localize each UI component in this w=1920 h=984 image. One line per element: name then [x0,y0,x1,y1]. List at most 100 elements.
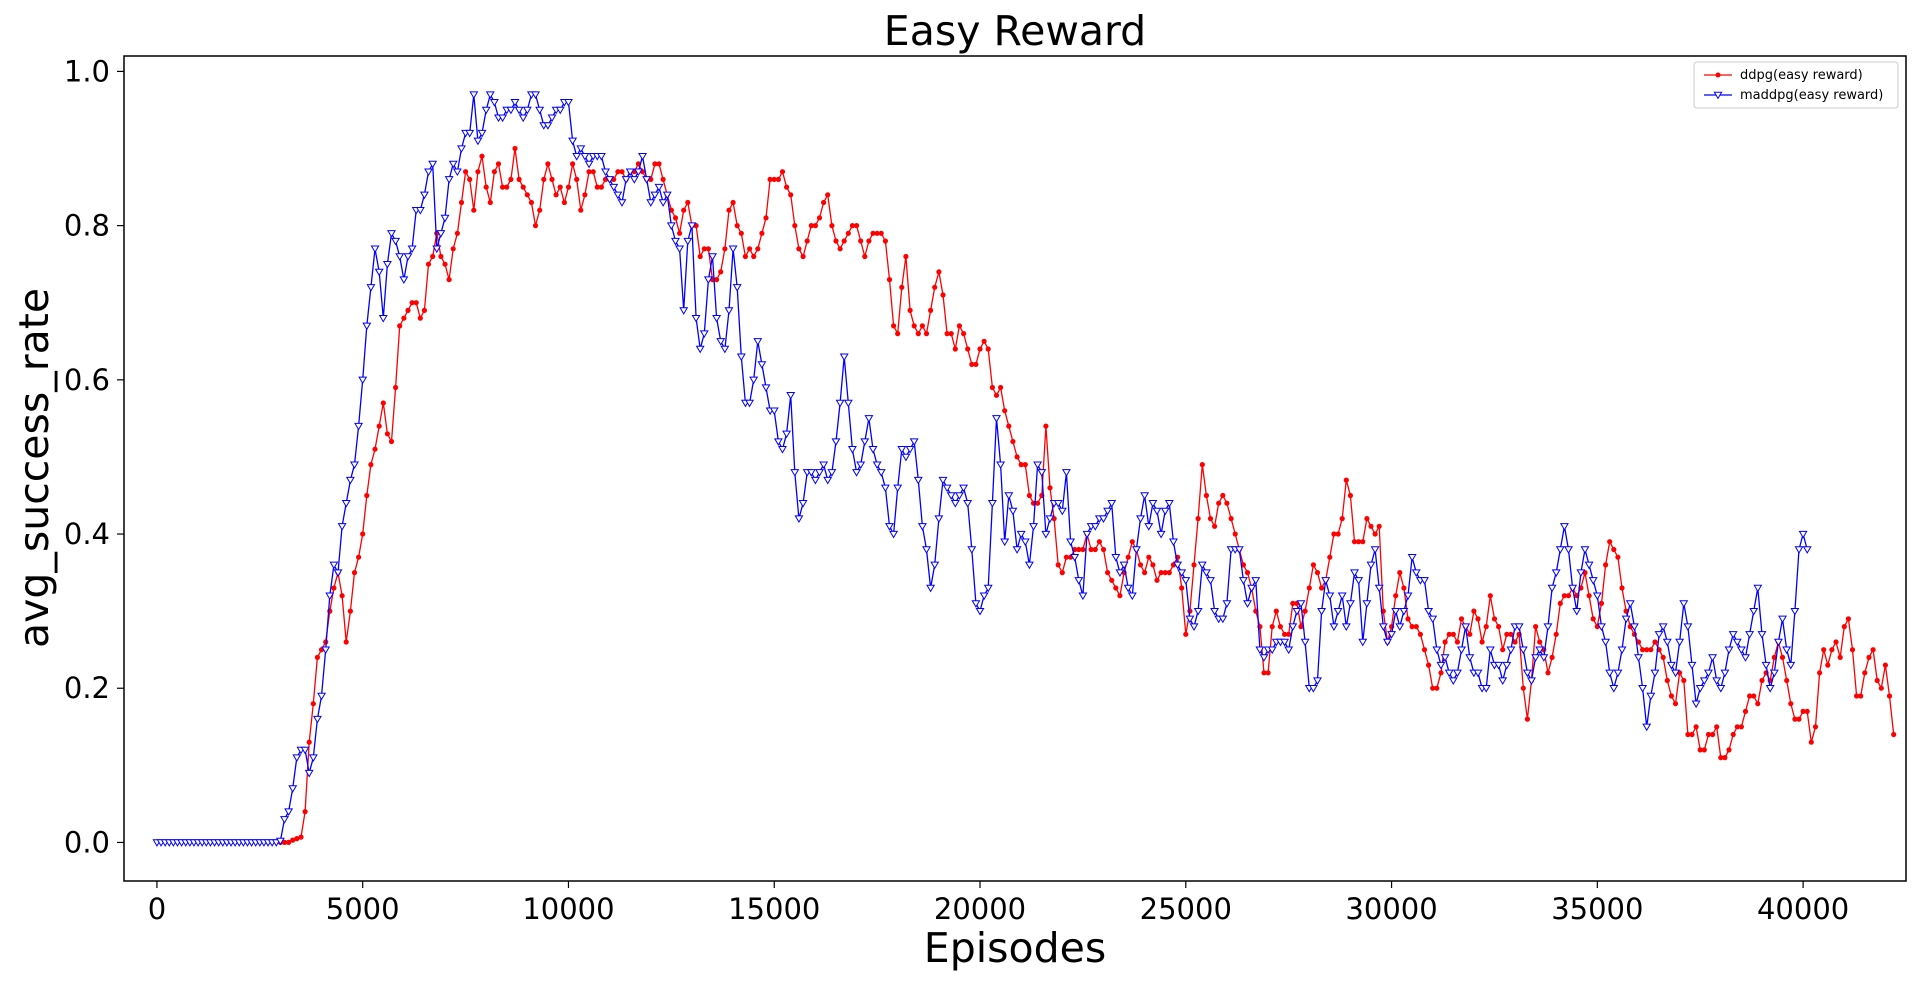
data-point [391,237,401,246]
data-point [304,769,314,778]
data-point [288,785,298,793]
data-point [1426,662,1432,668]
data-point [1292,607,1302,616]
data-point [1559,523,1569,531]
data-point [495,161,502,167]
data-point [1442,639,1448,645]
data-point [973,361,979,367]
data-point [300,746,310,755]
data-point [718,269,724,275]
data-point [1420,577,1429,585]
data-point [1759,677,1765,684]
data-point [1045,515,1055,524]
data-point [946,492,956,500]
data-point [1664,677,1670,684]
data-point [1485,646,1495,655]
data-point [726,207,732,213]
data-point [967,546,977,554]
data-point [714,277,720,283]
data-point [298,834,304,840]
data-point [786,392,796,400]
data-point [1308,685,1318,693]
data-point [1450,631,1456,637]
data-point [1347,492,1353,499]
data-point [1364,516,1370,522]
data-point [1298,624,1304,630]
data-point [745,399,755,408]
data-point [491,169,497,175]
data-point [1354,577,1364,585]
data-point [1708,654,1718,662]
data-point [1018,462,1024,468]
data-point [1197,561,1207,570]
data-point [998,384,1004,391]
data-point [1703,669,1713,678]
data-point [1111,553,1121,562]
data-point [1142,570,1148,576]
data-point [1584,561,1594,570]
data-point [1047,485,1053,491]
data-point [547,114,557,123]
data-point [1802,546,1812,554]
data-point [1189,623,1199,631]
data-point [759,230,765,236]
data-point [514,106,524,115]
data-point [1203,492,1209,499]
data-point [458,199,465,206]
legend-marker-maddpg [1713,91,1723,100]
data-point [1325,592,1335,601]
data-point [1063,554,1069,560]
data-point [510,99,520,107]
data-point [358,376,368,385]
data-point [1140,492,1150,500]
data-point [1874,677,1880,684]
data-point [1473,669,1483,678]
data-point [1181,577,1191,585]
data-point [1452,669,1462,678]
data-point [1255,646,1265,655]
data-point [1207,516,1214,522]
data-point [1691,700,1701,709]
data-point [1866,654,1872,661]
data-point [1800,708,1806,715]
data-point [440,214,450,223]
data-point [1282,631,1288,637]
y-tick-label: 0.4 [64,517,110,551]
data-point [1448,677,1458,685]
data-point [1465,654,1475,662]
data-point [1088,546,1094,553]
data-point [1778,615,1788,624]
data-point [471,207,477,213]
data-point [652,161,658,167]
data-point [354,422,364,431]
data-point [816,215,823,221]
data-point [479,153,485,159]
data-point [349,461,359,470]
data-point [281,839,288,846]
data-point [864,415,874,423]
data-point [885,523,894,531]
data-point [368,462,374,468]
data-point [485,91,495,99]
x-tick-label: 10000 [522,892,614,926]
data-point [1817,670,1823,676]
data-point [415,207,425,215]
data-point [1403,592,1413,601]
data-point [1506,646,1516,655]
data-point [831,438,841,446]
data-point [1333,607,1343,616]
data-point [891,323,897,329]
data-point [380,400,386,406]
data-point [961,331,967,337]
data-point [886,277,893,283]
data-point [1306,585,1312,591]
data-point [1397,570,1403,576]
data-point [1409,624,1415,630]
data-point [452,168,462,177]
data-point [1870,647,1876,653]
data-point [1590,616,1596,622]
data-point [977,346,983,352]
data-point [1313,677,1322,685]
data-point [1016,530,1026,539]
data-point [1621,615,1631,624]
